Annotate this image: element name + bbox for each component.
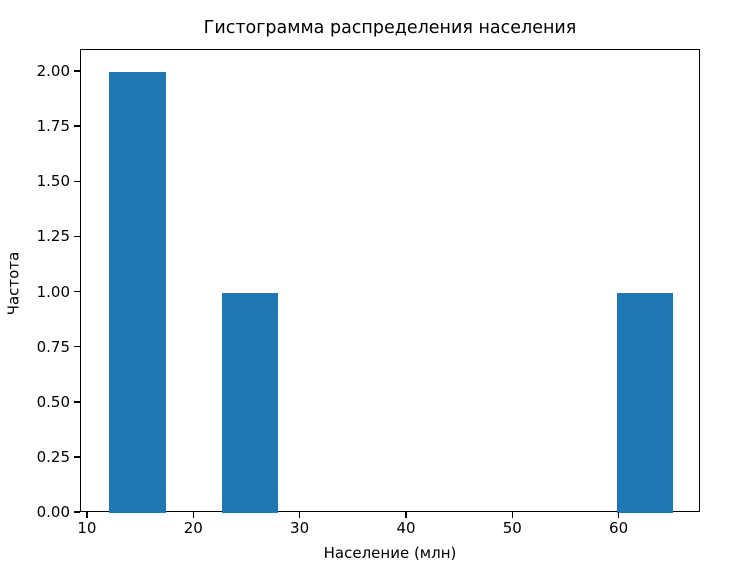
y-tick-mark (74, 125, 80, 127)
x-tick-label: 40 (396, 519, 416, 537)
chart-title: Гистограмма распределения населения (203, 18, 577, 38)
bars-layer (81, 50, 699, 513)
y-tick-label: 1.50 (36, 172, 70, 191)
y-tick-label: 0.75 (36, 337, 70, 356)
plot-area (80, 49, 700, 513)
y-tick-label: 1.25 (36, 227, 70, 246)
y-tick-mark (74, 70, 80, 72)
histogram-bar (109, 72, 166, 513)
x-tick-label: 20 (183, 519, 203, 537)
y-tick-mark (74, 235, 80, 238)
y-tick-label: 2.00 (36, 62, 70, 80)
x-tick-mark (405, 512, 407, 518)
y-tick-label: 1.00 (36, 282, 70, 301)
x-tick-label: 10 (77, 519, 97, 537)
y-tick-label: 0.50 (36, 392, 70, 411)
x-tick-mark (86, 512, 88, 518)
x-tick-label: 30 (290, 519, 310, 537)
y-tick-label: 1.75 (36, 117, 70, 136)
x-tick-mark (192, 512, 194, 518)
y-tick-mark (74, 401, 80, 403)
y-tick-mark (74, 290, 80, 293)
y-tick-mark (74, 511, 80, 513)
y-axis-label: Частота (4, 251, 23, 316)
x-axis-label: Население (млн) (323, 544, 457, 562)
y-tick-label: 0.00 (36, 503, 70, 521)
x-tick-mark (298, 512, 301, 518)
y-tick-label: 0.25 (36, 447, 70, 466)
histogram-bar (221, 292, 279, 513)
histogram-bar (616, 292, 673, 513)
x-tick-label: 50 (502, 519, 522, 537)
x-tick-mark (617, 512, 620, 518)
y-tick-mark (74, 345, 80, 348)
x-tick-label: 60 (609, 519, 629, 537)
y-tick-mark (74, 456, 80, 458)
y-tick-mark (74, 180, 80, 182)
x-tick-mark (511, 512, 513, 518)
